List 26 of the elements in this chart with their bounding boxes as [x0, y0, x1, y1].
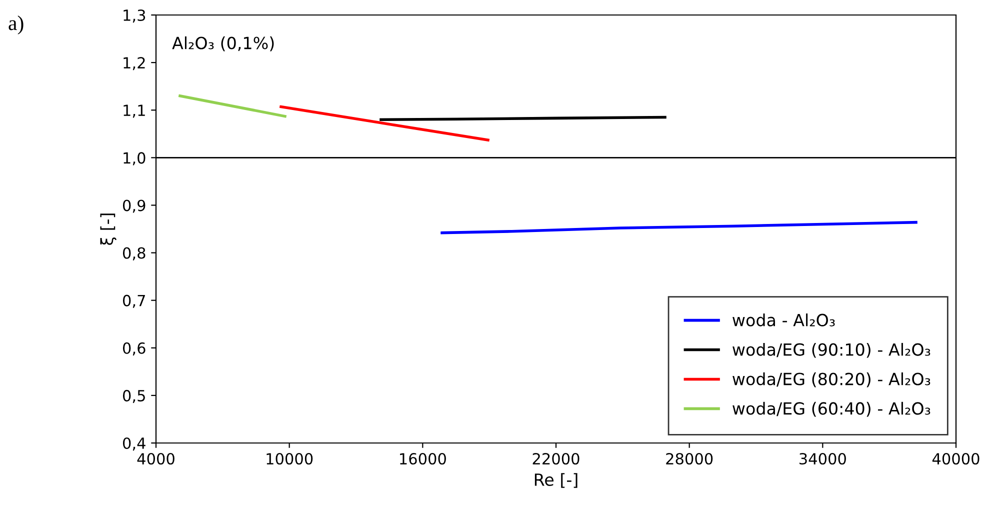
- line-series: [440, 220, 918, 234]
- legend-label: woda - Al₂O₃: [732, 313, 835, 326]
- legend-label: woda/EG (60:40) - Al₂O₃: [732, 402, 930, 417]
- x-tick-label: 10000: [266, 452, 313, 465]
- y-tick-label: 1,1: [124, 104, 145, 118]
- y-tick-label: 0,5: [122, 390, 145, 404]
- x-axis-title: Re [-]: [534, 473, 578, 488]
- x-tick-label: 28000: [666, 452, 713, 465]
- text: a): [8, 16, 24, 34]
- x-tick-label: 16000: [400, 452, 446, 465]
- x-tick-label: 22000: [532, 452, 580, 465]
- legend-label: woda/EG (90:10) - Al₂O₃: [732, 342, 930, 358]
- legend-label: woda/EG (80:20) - Al₂O₃: [732, 372, 930, 388]
- y-tick-label: 0,8: [122, 247, 146, 260]
- y-tick-label: 0,7: [122, 294, 145, 308]
- y-tick-label: 0,6: [122, 342, 146, 356]
- y-axis-title: ξ [-]: [100, 214, 116, 245]
- annotation: Al₂O₃ (0,1%): [172, 36, 274, 52]
- y-tick-label: 0,4: [122, 437, 146, 451]
- y-tick-label: 1,2: [124, 57, 145, 70]
- x-tick-label: 40000: [932, 452, 980, 465]
- y-tick-label: 1,3: [124, 9, 146, 23]
- y-tick-label: 0,9: [122, 200, 146, 213]
- x-tick-label: 4000: [137, 452, 174, 465]
- x-tick-label: 34000: [800, 452, 846, 465]
- y-tick-label: 1,0: [124, 152, 146, 166]
